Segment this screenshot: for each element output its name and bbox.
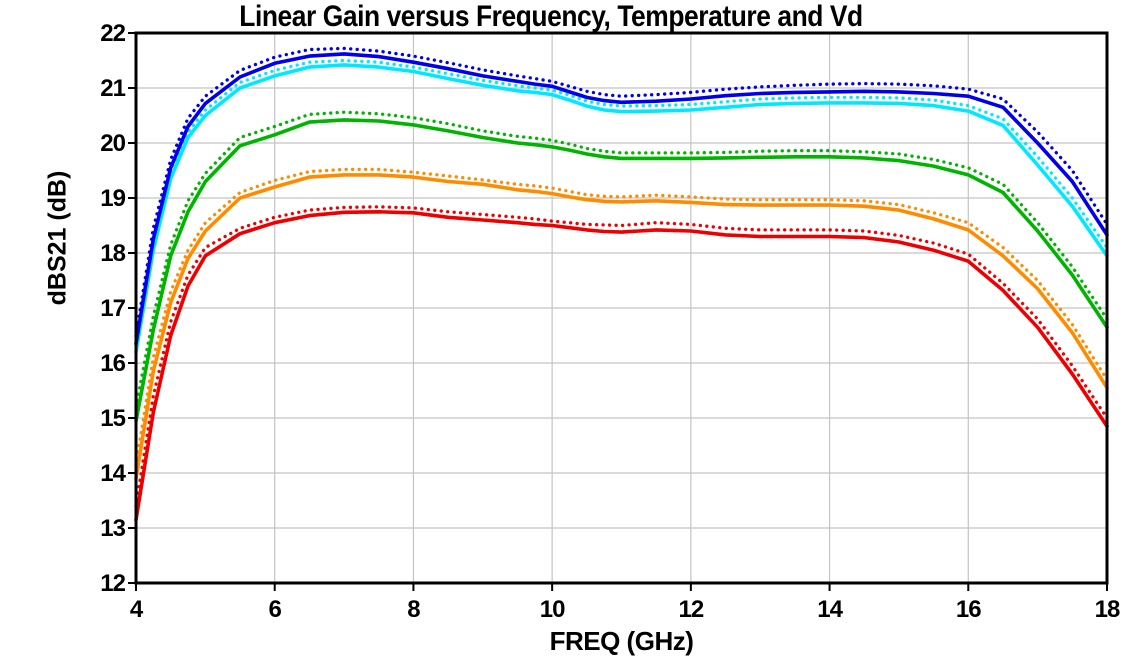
series-red-solid xyxy=(134,210,1109,522)
y-tick-label-21: 21 xyxy=(100,75,125,102)
series-cyan-dotted xyxy=(134,58,1109,346)
series-blue-solid xyxy=(134,52,1109,346)
series-orange-solid xyxy=(134,173,1109,481)
y-tick-label-22: 22 xyxy=(100,20,125,47)
y-tick-label-20: 20 xyxy=(100,130,125,157)
y-tick-label-14: 14 xyxy=(100,460,126,487)
x-tick-label-16: 16 xyxy=(956,596,981,623)
x-tick-label-6: 6 xyxy=(269,596,282,623)
series-red-dotted xyxy=(134,205,1109,508)
x-tick-label-12: 12 xyxy=(679,596,704,623)
series-orange-dotted xyxy=(134,167,1109,467)
series-green-solid xyxy=(134,118,1109,423)
x-tick-label-8: 8 xyxy=(407,596,420,623)
y-tick-label-12: 12 xyxy=(100,570,125,597)
y-tick-label-16: 16 xyxy=(100,350,125,377)
series-green-dotted xyxy=(134,110,1109,409)
y-tick-label-13: 13 xyxy=(100,515,125,542)
y-tick-label-15: 15 xyxy=(100,405,125,432)
y-tick-label-17: 17 xyxy=(100,295,125,322)
chart-title: Linear Gain versus Frequency, Temperatur… xyxy=(239,0,863,33)
x-tick-label-18: 18 xyxy=(1095,596,1120,623)
x-tick-label-14: 14 xyxy=(817,596,843,623)
y-tick-label-18: 18 xyxy=(100,240,125,267)
x-axis-title: FREQ (GHz) xyxy=(549,626,694,656)
series-blue-dotted xyxy=(134,46,1109,338)
y-tick-label-19: 19 xyxy=(100,185,125,212)
x-tick-label-10: 10 xyxy=(540,596,565,623)
plot-border xyxy=(134,31,1109,585)
x-tick-label-4: 4 xyxy=(130,596,144,623)
series-cyan-solid xyxy=(134,63,1109,354)
